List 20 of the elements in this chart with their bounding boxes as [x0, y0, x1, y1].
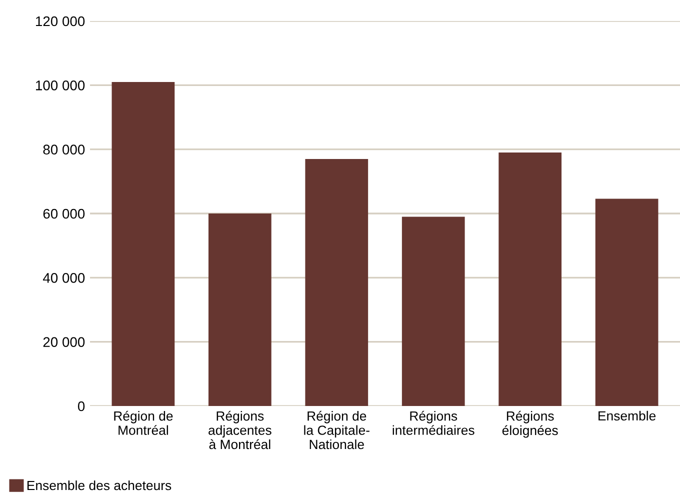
bar	[112, 82, 175, 406]
y-tick-label: 40 000	[42, 273, 85, 283]
x-tick-label: Région de la Capitale- Nationale	[304, 410, 370, 450]
y-tick-label: 80 000	[43, 144, 85, 155]
x-tick-label: Régions adjacentes à Montréal	[208, 410, 272, 450]
y-tick-label: 100 000	[36, 80, 85, 90]
bar	[498, 152, 562, 406]
y-tick-label: 20 000	[43, 337, 85, 348]
y-tick-label: 0	[78, 401, 85, 412]
x-tick-label: Ensemble	[598, 410, 656, 421]
x-tick-label: Régions intermédiaires	[392, 410, 474, 435]
x-tick-label: Région de Montréal	[114, 410, 173, 435]
bar	[305, 158, 368, 406]
y-tick-label: 60 000	[43, 208, 85, 219]
bar	[208, 214, 272, 406]
y-tick-label: 120 000	[36, 16, 85, 26]
x-tick-label: Régions éloignées	[502, 410, 558, 438]
bar	[595, 198, 658, 406]
legend-label: Ensemble des acheteurs	[27, 480, 172, 490]
bar	[402, 216, 465, 406]
